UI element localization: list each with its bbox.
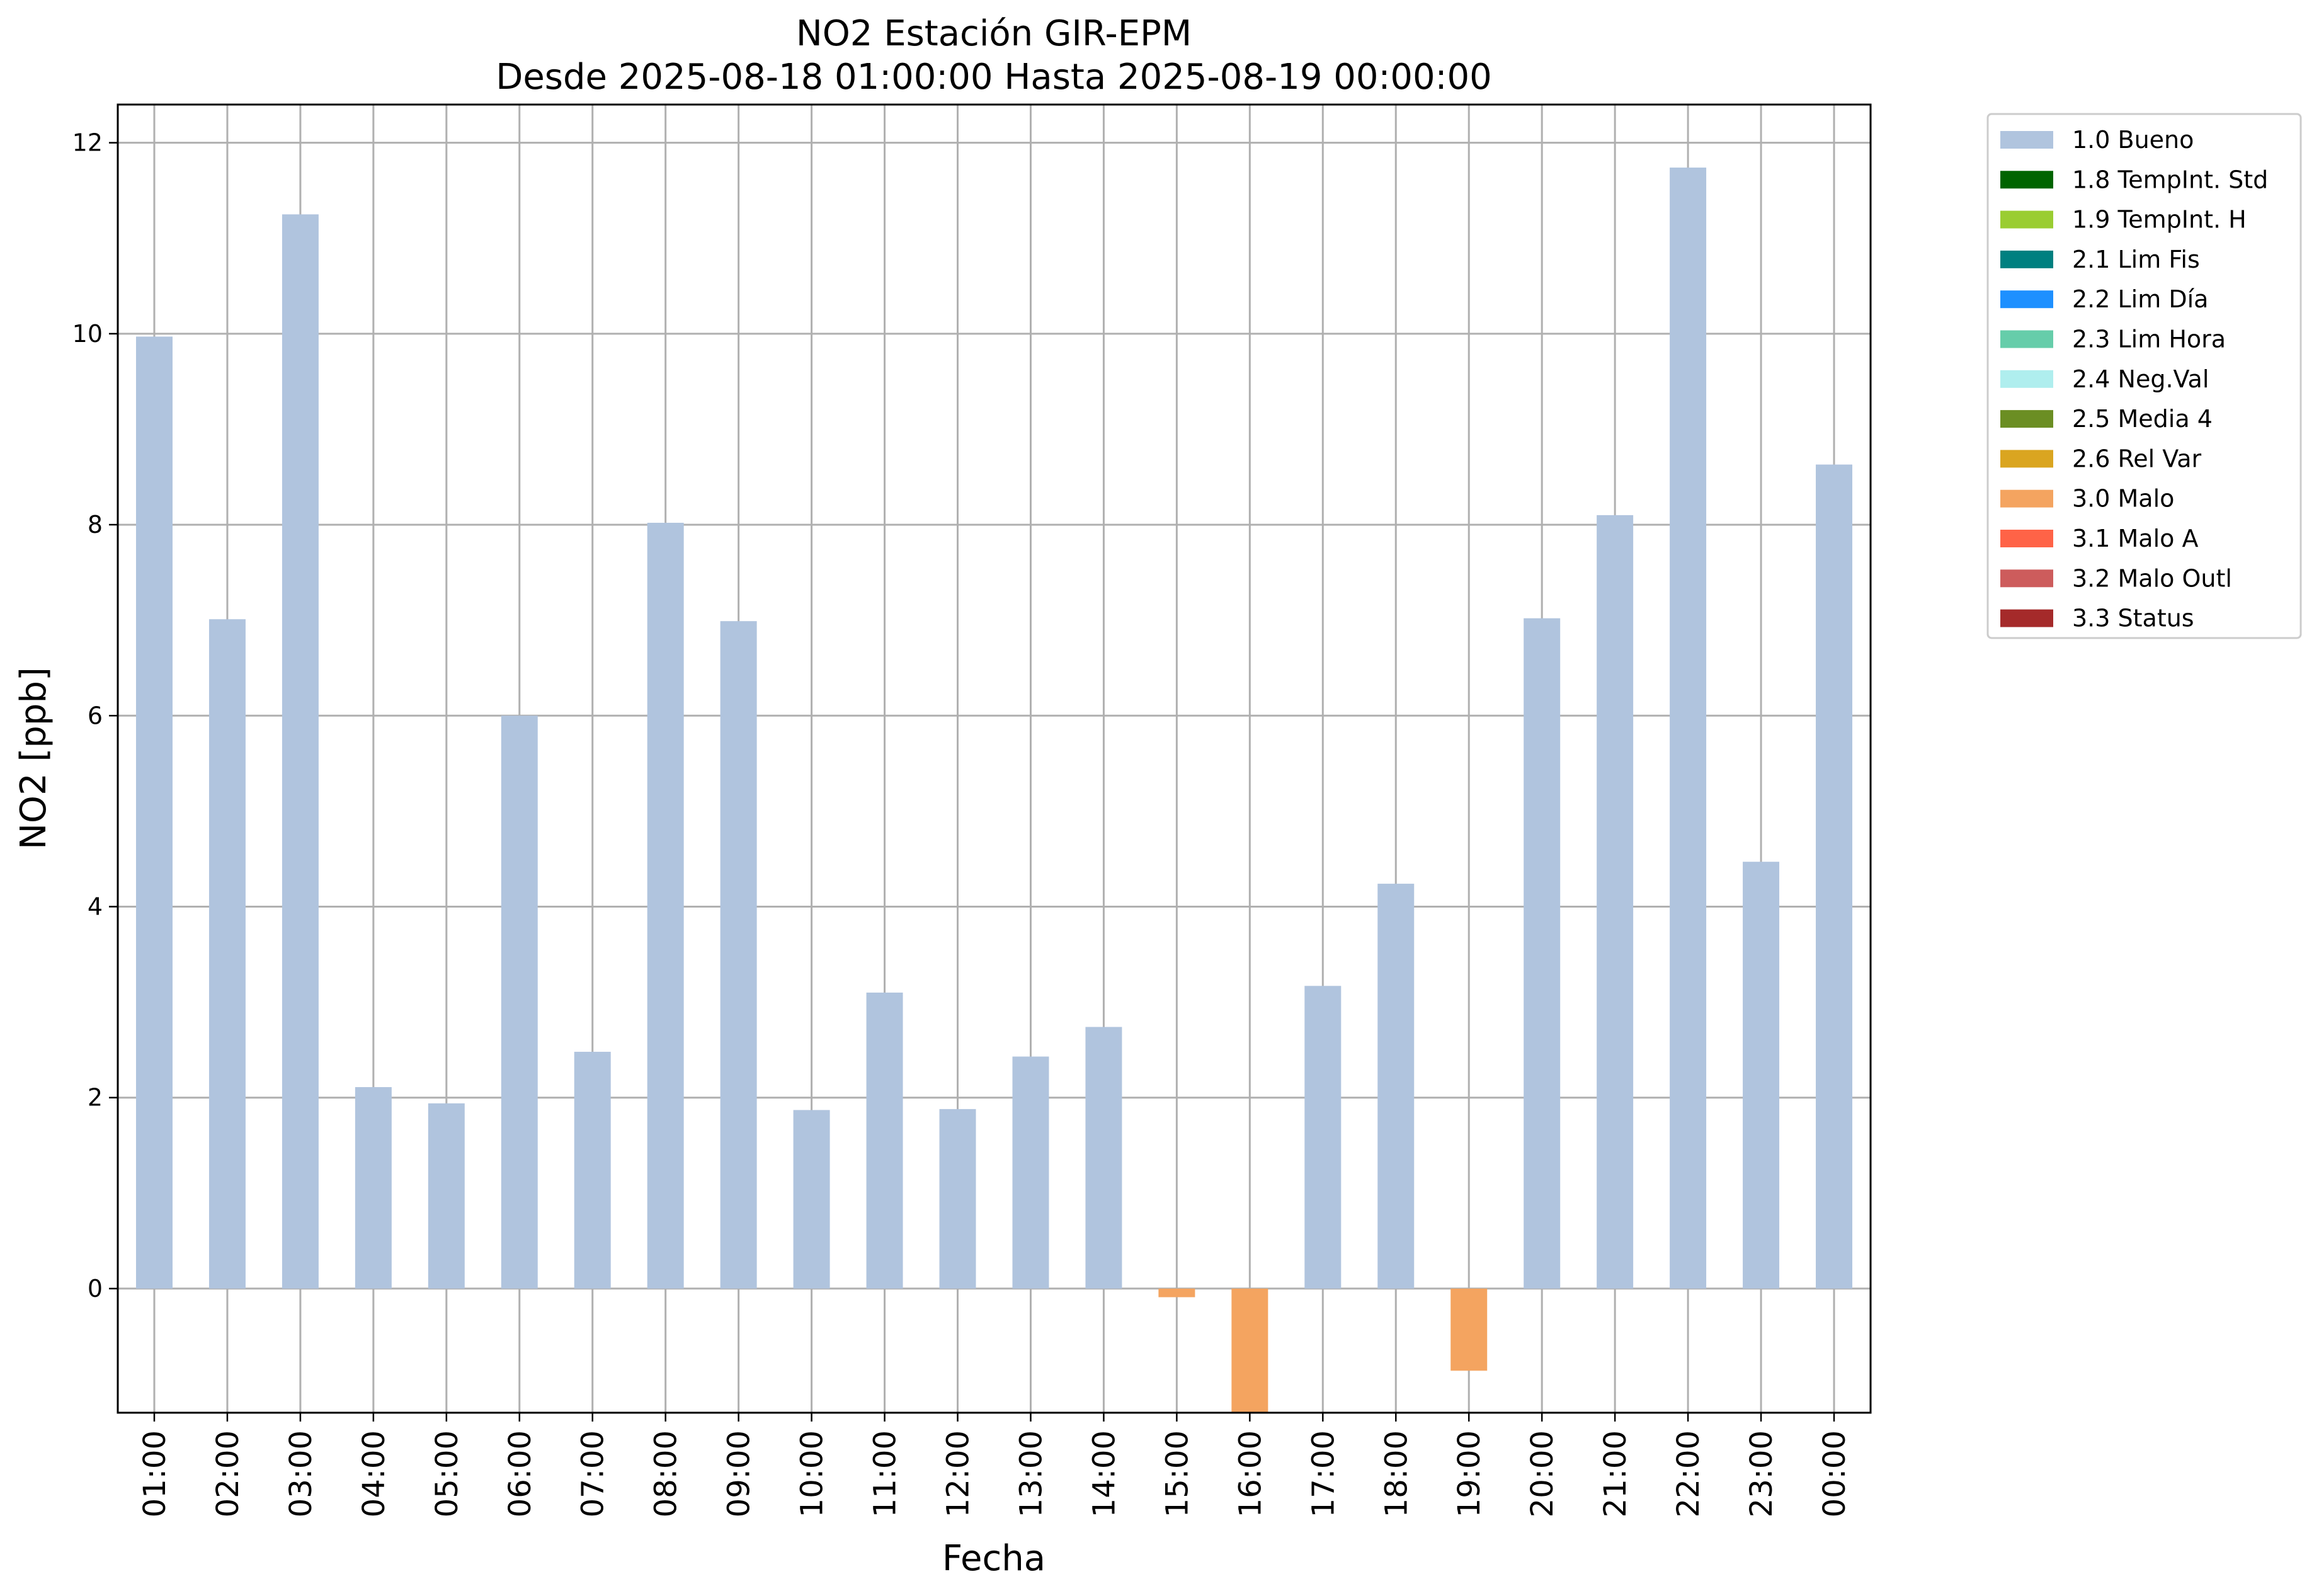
y-tick-label: 8: [88, 511, 103, 539]
bar-1800: [1377, 884, 1415, 1289]
legend-label: 3.2 Malo Outl: [2072, 564, 2232, 592]
chart-title: NO2 Estación GIR-EPM: [796, 13, 1192, 54]
chart-subtitle: Desde 2025-08-18 01:00:00 Hasta 2025-08-…: [496, 57, 1492, 98]
plot-frame: [117, 103, 1872, 1414]
legend-items: 1.0 Bueno 1.8 TempInt. Std 1.9 TempInt. H 2…: [2000, 126, 2268, 632]
bar-0800: [647, 523, 684, 1289]
legend-label: 2.2 Lim Día: [2072, 285, 2208, 313]
bar-0600: [501, 715, 538, 1289]
bar-0500: [428, 1103, 465, 1289]
bar-2300: [1743, 862, 1780, 1289]
legend-label: 1.8 TempInt. Std: [2072, 166, 2268, 193]
legend-label: 2.6 Rel Var: [2072, 445, 2202, 472]
legend-swatch: [2000, 530, 2053, 547]
legend-swatch: [2000, 609, 2053, 627]
x-axis-label: Fecha: [942, 1538, 1046, 1579]
x-tick-label: 15:00: [1160, 1430, 1195, 1517]
legend-label: 3.0 Malo: [2072, 485, 2174, 513]
bar-2100: [1597, 515, 1634, 1289]
x-tick-label: 16:00: [1233, 1430, 1268, 1517]
legend-swatch: [2000, 330, 2053, 348]
bars: [135, 168, 1853, 1413]
bar-0400: [355, 1087, 392, 1289]
x-tick-label: 01:00: [137, 1430, 173, 1517]
bar-0000: [1816, 464, 1853, 1289]
x-tick-label: 23:00: [1744, 1430, 1779, 1517]
x-tick-label: 11:00: [868, 1430, 903, 1517]
x-tick-label: 22:00: [1671, 1430, 1706, 1517]
bar-2200: [1670, 168, 1707, 1289]
legend-frame: [1986, 113, 2302, 639]
legend-swatch: [2000, 290, 2053, 309]
x-tick-label: 20:00: [1525, 1430, 1560, 1517]
x-tick-label: 03:00: [283, 1430, 319, 1517]
x-tick-label: 14:00: [1086, 1430, 1122, 1517]
bar-0100: [135, 336, 173, 1289]
x-tick-label: 08:00: [649, 1430, 684, 1517]
x-tick-label: 10:00: [795, 1430, 830, 1517]
x-axis-ticks: 01:00 02:00 03:00 04:00 05:00 06:00 07:00 08:00…: [137, 1413, 1852, 1517]
x-tick-label: 12:00: [941, 1430, 976, 1517]
legend-label: 1.0 Bueno: [2072, 126, 2194, 154]
y-tick-label: 4: [88, 892, 103, 920]
legend-label: 2.3 Lim Hora: [2072, 326, 2226, 353]
x-tick-label: 18:00: [1379, 1430, 1414, 1517]
legend-swatch: [2000, 210, 2053, 229]
bar-1000: [793, 1110, 830, 1289]
legend-swatch: [2000, 171, 2053, 189]
bar-1100: [866, 992, 903, 1289]
y-tick-label: 6: [88, 702, 103, 729]
bar-1900: [1450, 1288, 1488, 1371]
bar-1700: [1304, 986, 1342, 1289]
y-tick-label: 10: [72, 320, 103, 348]
x-tick-label: 04:00: [356, 1430, 392, 1517]
legend-label: 2.1 Lim Fis: [2072, 246, 2200, 273]
bar-0900: [720, 621, 757, 1289]
x-tick-label: 00:00: [1817, 1430, 1852, 1517]
x-tick-label: 07:00: [576, 1430, 611, 1517]
x-tick-label: 17:00: [1306, 1430, 1341, 1517]
x-tick-label: 09:00: [722, 1430, 757, 1517]
bar-1200: [939, 1109, 976, 1289]
legend-swatch: [2000, 131, 2053, 149]
x-tick-label: 02:00: [210, 1430, 246, 1517]
bar-1400: [1085, 1027, 1122, 1289]
legend-label: 3.1 Malo A: [2072, 525, 2198, 552]
legend-swatch: [2000, 489, 2053, 508]
x-tick-label: 19:00: [1452, 1430, 1487, 1517]
x-tick-label: 05:00: [430, 1430, 465, 1517]
legend-label: 1.9 TempInt. H: [2072, 206, 2247, 234]
legend-label: 2.5 Media 4: [2072, 405, 2213, 433]
y-axis-label: NO2 [ppb]: [13, 667, 54, 850]
bar-0300: [282, 214, 319, 1289]
legend: 1.0 Bueno 1.8 TempInt. Std 1.9 TempInt. H 2…: [1986, 113, 2302, 639]
bar-1600: [1231, 1288, 1268, 1413]
bar-1500: [1158, 1288, 1195, 1297]
y-tick-label: 0: [88, 1275, 103, 1302]
bar-1300: [1012, 1056, 1049, 1289]
x-tick-label: 06:00: [503, 1430, 538, 1517]
bar-2000: [1524, 618, 1561, 1289]
legend-swatch: [2000, 450, 2053, 468]
legend-label: 2.4 Neg.Val: [2072, 365, 2209, 393]
legend-swatch: [2000, 250, 2053, 268]
legend-swatch: [2000, 410, 2053, 428]
legend-swatch: [2000, 370, 2053, 388]
x-tick-label: 21:00: [1598, 1430, 1633, 1517]
legend-label: 3.3 Status: [2072, 605, 2194, 632]
y-tick-label: 2: [88, 1084, 103, 1112]
y-axis-ticks: 0 2 4 6 8 10 12: [72, 129, 118, 1302]
bar-0700: [574, 1051, 611, 1289]
x-tick-label: 13:00: [1013, 1430, 1049, 1517]
y-tick-label: 12: [72, 129, 103, 157]
bar-0200: [208, 619, 246, 1289]
legend-swatch: [2000, 569, 2053, 588]
